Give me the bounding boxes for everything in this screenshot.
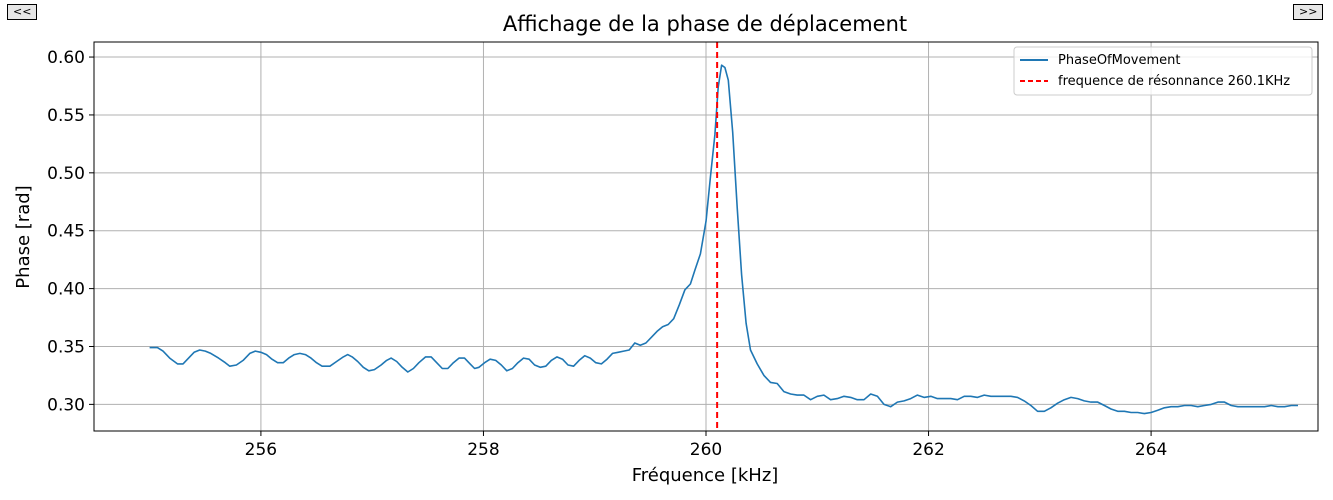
previous-button[interactable]: << (7, 4, 38, 20)
y-tick-label: 0.50 (47, 164, 85, 184)
y-tick-label: 0.45 (47, 222, 85, 242)
x-tick-label: 260 (690, 440, 722, 460)
legend-label-phase: PhaseOfMovement (1058, 53, 1180, 68)
grid (94, 42, 1318, 431)
series-line-phase-of-movement (149, 64, 1298, 415)
y-tick-label: 0.60 (47, 48, 85, 68)
chart-title: Affichage de la phase de déplacement (503, 12, 907, 36)
x-axis-label: Fréquence [kHz] (632, 465, 779, 486)
y-tick-label: 0.55 (47, 106, 85, 126)
x-tick-label: 256 (245, 440, 277, 460)
next-button[interactable]: >> (1293, 4, 1324, 20)
x-tick-label: 258 (467, 440, 499, 460)
legend: PhaseOfMovement frequence de résonnance … (1013, 46, 1313, 96)
y-axis-label: Phase [rad] (13, 185, 34, 288)
y-tick-label: 0.40 (47, 280, 85, 300)
x-tick-label: 262 (912, 440, 944, 460)
y-tick-label: 0.30 (47, 395, 85, 415)
y-tick-label: 0.35 (47, 337, 85, 357)
plot-area (149, 42, 1298, 431)
legend-label-resonance: frequence de résonnance 260.1KHz (1058, 74, 1290, 89)
legend-box (1013, 46, 1313, 96)
axis-ticks: 256 258 260 262 264 0.30 0.35 0.40 0.45 0.50 0.55 0… (47, 48, 1167, 460)
x-tick-label: 264 (1135, 440, 1167, 460)
